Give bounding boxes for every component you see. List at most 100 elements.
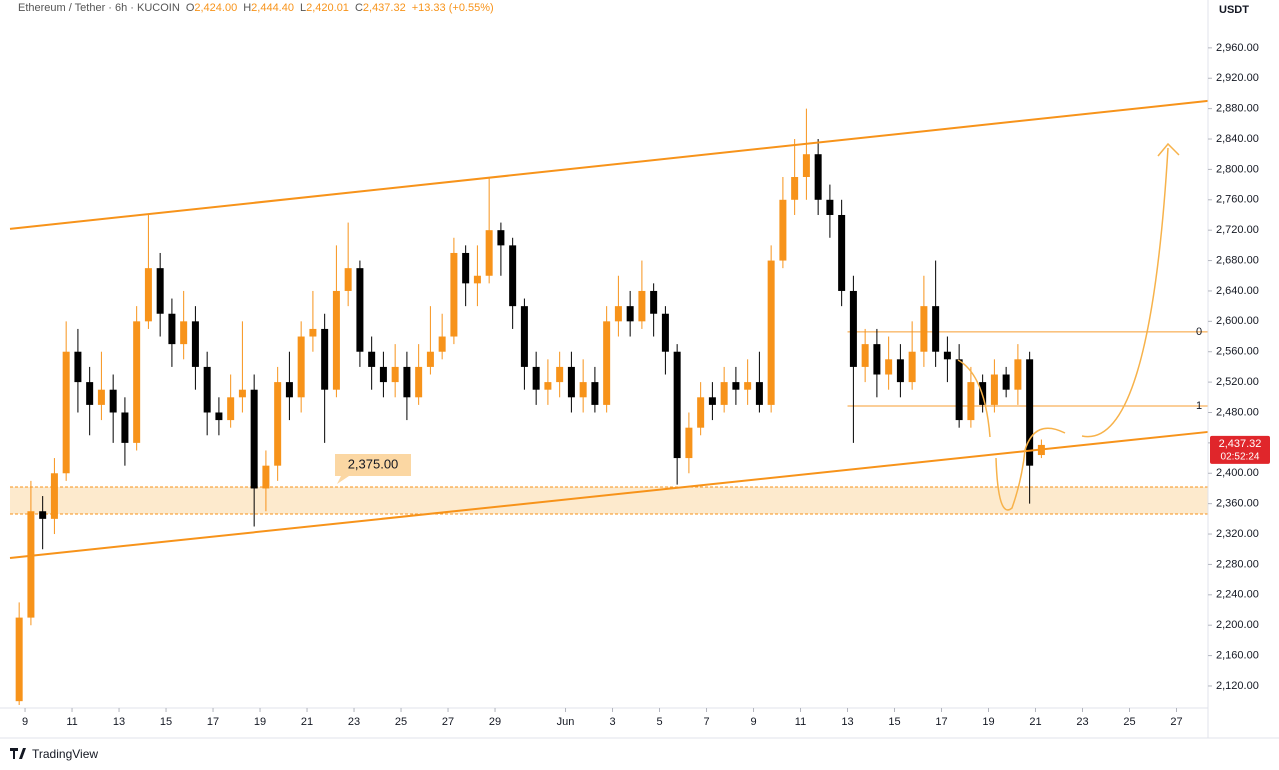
- y-tick-label: 2,760.00: [1216, 194, 1259, 206]
- low-value: 2,420.01: [306, 2, 349, 14]
- candle-body: [121, 412, 129, 443]
- candle-body: [603, 321, 611, 405]
- brand: TradingView: [10, 747, 98, 761]
- candle-body: [133, 321, 141, 443]
- x-tick-label: 29: [489, 716, 501, 728]
- candle-body: [473, 275, 481, 284]
- candle-body: [156, 268, 164, 314]
- x-tick-label: 5: [656, 716, 662, 728]
- candle-body: [708, 397, 716, 405]
- candle-body: [391, 366, 399, 383]
- support-zone: [10, 486, 1208, 514]
- candle-body: [650, 290, 658, 314]
- candle-body: [861, 344, 869, 367]
- candle-body: [838, 214, 846, 291]
- candle-body: [697, 397, 705, 428]
- candle-body: [1002, 374, 1010, 390]
- last-price-box: [1210, 435, 1270, 464]
- candle-body: [450, 252, 458, 337]
- candle-body: [344, 268, 352, 291]
- symbol: Ethereum / Tether · 6h · KUCOIN O2,424.00…: [18, 2, 494, 14]
- x-tick-label: 21: [301, 716, 313, 728]
- candle-body: [485, 230, 493, 276]
- candle-body: [579, 382, 587, 398]
- candle-body: [685, 427, 693, 459]
- candle-body: [379, 366, 387, 383]
- x-tick-label: 23: [348, 716, 360, 728]
- candle-body: [520, 306, 528, 367]
- candle-body: [426, 351, 434, 367]
- candle-body: [920, 306, 928, 352]
- candle-body: [567, 366, 575, 398]
- candle-body: [556, 366, 564, 383]
- open-letter: O: [186, 2, 195, 14]
- candle-body: [732, 382, 740, 390]
- x-tick-label: 27: [442, 716, 454, 728]
- x-tick-label: 9: [22, 716, 28, 728]
- candle-body: [626, 306, 634, 322]
- close-letter: C: [355, 2, 363, 14]
- candle-body: [168, 313, 176, 345]
- axis-unit: USDT: [1219, 4, 1249, 16]
- curve-arrow: [957, 359, 991, 438]
- candle-body: [262, 465, 270, 489]
- candle-body: [849, 290, 857, 367]
- candle-body: [203, 366, 211, 413]
- candle-body: [86, 382, 94, 405]
- x-tick-label: 27: [1170, 716, 1182, 728]
- candle-body: [321, 328, 329, 390]
- high-letter: H: [243, 2, 251, 14]
- x-tick-label: 15: [160, 716, 172, 728]
- x-tick-label: 13: [841, 716, 853, 728]
- y-tick-label: 2,240.00: [1216, 589, 1259, 601]
- candle-body: [274, 382, 282, 466]
- candle-body: [744, 382, 752, 390]
- y-tick-label: 2,720.00: [1216, 224, 1259, 236]
- x-tick-label: 19: [254, 716, 266, 728]
- candle-body: [191, 321, 199, 367]
- candle-body: [309, 328, 317, 337]
- last-price-label: 2,437.32: [1219, 438, 1262, 450]
- candle-body: [462, 252, 470, 284]
- candle-body: [415, 366, 423, 398]
- candle-body: [356, 268, 364, 352]
- candle-body: [943, 351, 951, 360]
- candle-body: [97, 389, 105, 405]
- candle-body: [955, 359, 963, 421]
- candle-body: [250, 389, 258, 489]
- x-tick-label: 11: [795, 716, 806, 728]
- y-tick-label: 2,120.00: [1216, 680, 1259, 692]
- y-tick-label: 2,400.00: [1216, 467, 1259, 479]
- y-tick-label: 2,360.00: [1216, 498, 1259, 510]
- candle-body: [802, 154, 810, 177]
- y-tick-label: 2,520.00: [1216, 376, 1259, 388]
- candle-body: [332, 290, 340, 390]
- candle-body: [27, 511, 35, 618]
- high-value: 2,444.40: [251, 2, 294, 14]
- candle-body: [779, 199, 787, 261]
- candle-body: [144, 268, 152, 322]
- candle-body: [990, 374, 998, 405]
- arrow-head: [1157, 142, 1180, 157]
- candle-body: [109, 389, 117, 413]
- trendline: [9, 430, 1209, 559]
- candle-body: [532, 366, 540, 390]
- candle-body: [967, 382, 975, 421]
- plot-area: 2,375.00 0 1: [9, 99, 1209, 705]
- candle-body: [661, 313, 669, 352]
- y-tick-label: 2,920.00: [1216, 72, 1259, 84]
- candle-body: [509, 245, 517, 307]
- candle-body: [62, 351, 70, 474]
- y-tick-label: 2,680.00: [1216, 254, 1259, 266]
- close-value: 2,437.32: [363, 2, 406, 14]
- y-tick-label: 2,200.00: [1216, 619, 1259, 631]
- candle-body: [908, 351, 916, 383]
- y-tick-label: 2,640.00: [1216, 285, 1259, 297]
- candle-body: [1026, 359, 1034, 466]
- x-tick-label: 25: [1123, 716, 1135, 728]
- y-tick-label: 2,880.00: [1216, 103, 1259, 115]
- candle-body: [885, 359, 893, 375]
- candle-body: [1014, 359, 1022, 390]
- curve-arrow: [995, 427, 1066, 511]
